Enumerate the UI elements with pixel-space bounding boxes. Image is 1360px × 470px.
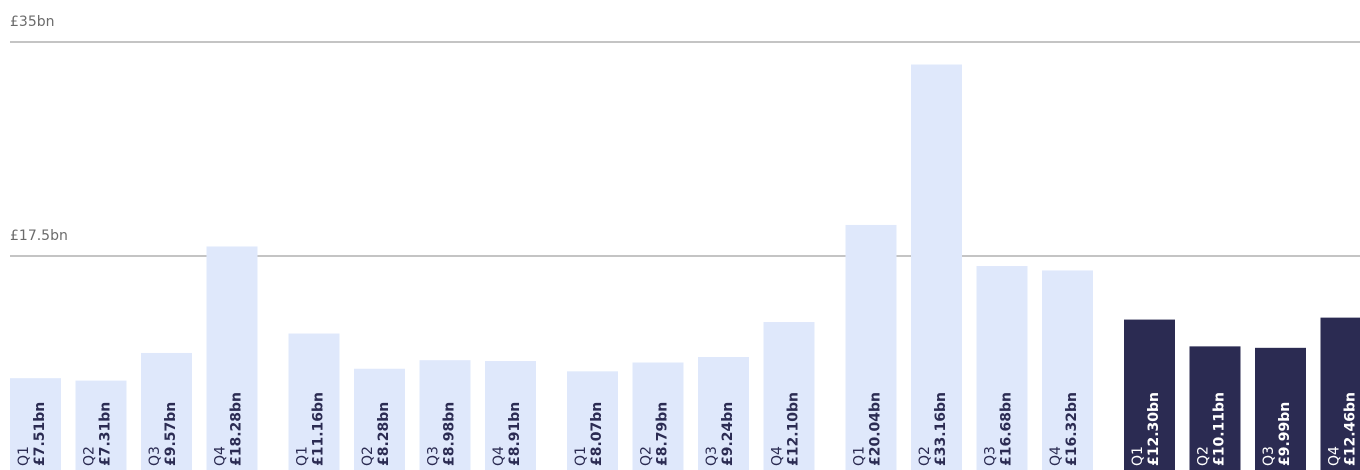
- x-tick-label: Q4: [1327, 446, 1343, 466]
- bar: [1320, 317, 1360, 470]
- bar: [288, 333, 340, 470]
- x-tick-label: Q3: [426, 446, 442, 466]
- bar: [976, 266, 1028, 470]
- value-label: £16.32bn: [1064, 392, 1080, 466]
- bar: [354, 368, 405, 470]
- bar: [698, 357, 749, 470]
- bar: [567, 371, 618, 470]
- value-label: £12.46bn: [1343, 392, 1359, 466]
- value-label: £7.51bn: [32, 402, 48, 466]
- value-label: £10.11bn: [1212, 392, 1228, 466]
- bar: [75, 380, 127, 470]
- bar: [206, 246, 258, 470]
- x-tick-label: Q2: [639, 446, 655, 466]
- value-label: £16.68bn: [999, 392, 1015, 466]
- x-tick-label: Q1: [295, 446, 311, 466]
- x-tick-label: Q2: [82, 446, 98, 466]
- x-tick-label: Q1: [573, 446, 589, 466]
- bar: [1124, 319, 1175, 470]
- value-label: £11.16bn: [311, 392, 327, 466]
- x-tick-label: Q4: [213, 446, 229, 466]
- bar: [141, 352, 192, 470]
- value-label: £8.07bn: [589, 402, 605, 466]
- x-tick-label: Q3: [147, 446, 163, 466]
- bar: [485, 361, 536, 470]
- x-tick-label: Q2: [360, 446, 376, 466]
- bar: [419, 360, 471, 470]
- bar: [10, 378, 61, 470]
- bar: [1042, 270, 1093, 470]
- x-tick-label: Q2: [1196, 446, 1212, 466]
- value-label: £8.79bn: [655, 402, 671, 466]
- bar: [845, 224, 897, 470]
- y-tick-label: £17.5bn: [10, 228, 68, 244]
- bar: [632, 362, 684, 470]
- bar: [763, 322, 815, 470]
- value-label: £9.99bn: [1277, 402, 1293, 466]
- value-label: £9.24bn: [720, 402, 736, 466]
- value-label: £8.98bn: [442, 402, 458, 466]
- value-label: £9.57bn: [163, 402, 179, 466]
- value-label: £8.28bn: [376, 402, 392, 466]
- x-tick-label: Q1: [852, 446, 868, 466]
- y-tick-label: £35bn: [10, 14, 54, 30]
- bar: [1189, 346, 1241, 470]
- x-tick-label: Q4: [1048, 446, 1064, 466]
- x-tick-label: Q2: [917, 446, 933, 466]
- x-tick-label: Q4: [770, 446, 786, 466]
- x-tick-label: Q3: [983, 446, 999, 466]
- x-tick-label: Q4: [491, 446, 507, 466]
- x-tick-label: Q1: [16, 446, 32, 466]
- value-label: £8.91bn: [507, 402, 523, 466]
- value-label: £12.10bn: [786, 392, 802, 466]
- value-label: £33.16bn: [933, 392, 949, 466]
- bar: [911, 64, 962, 470]
- bar: [1255, 347, 1306, 470]
- value-label: £12.30bn: [1146, 392, 1162, 466]
- value-label: £18.28bn: [229, 392, 245, 466]
- value-label: £7.31bn: [98, 402, 114, 466]
- x-tick-label: Q3: [1261, 446, 1277, 466]
- x-tick-label: Q1: [1130, 446, 1146, 466]
- value-label: £20.04bn: [868, 392, 884, 466]
- x-tick-label: Q3: [704, 446, 720, 466]
